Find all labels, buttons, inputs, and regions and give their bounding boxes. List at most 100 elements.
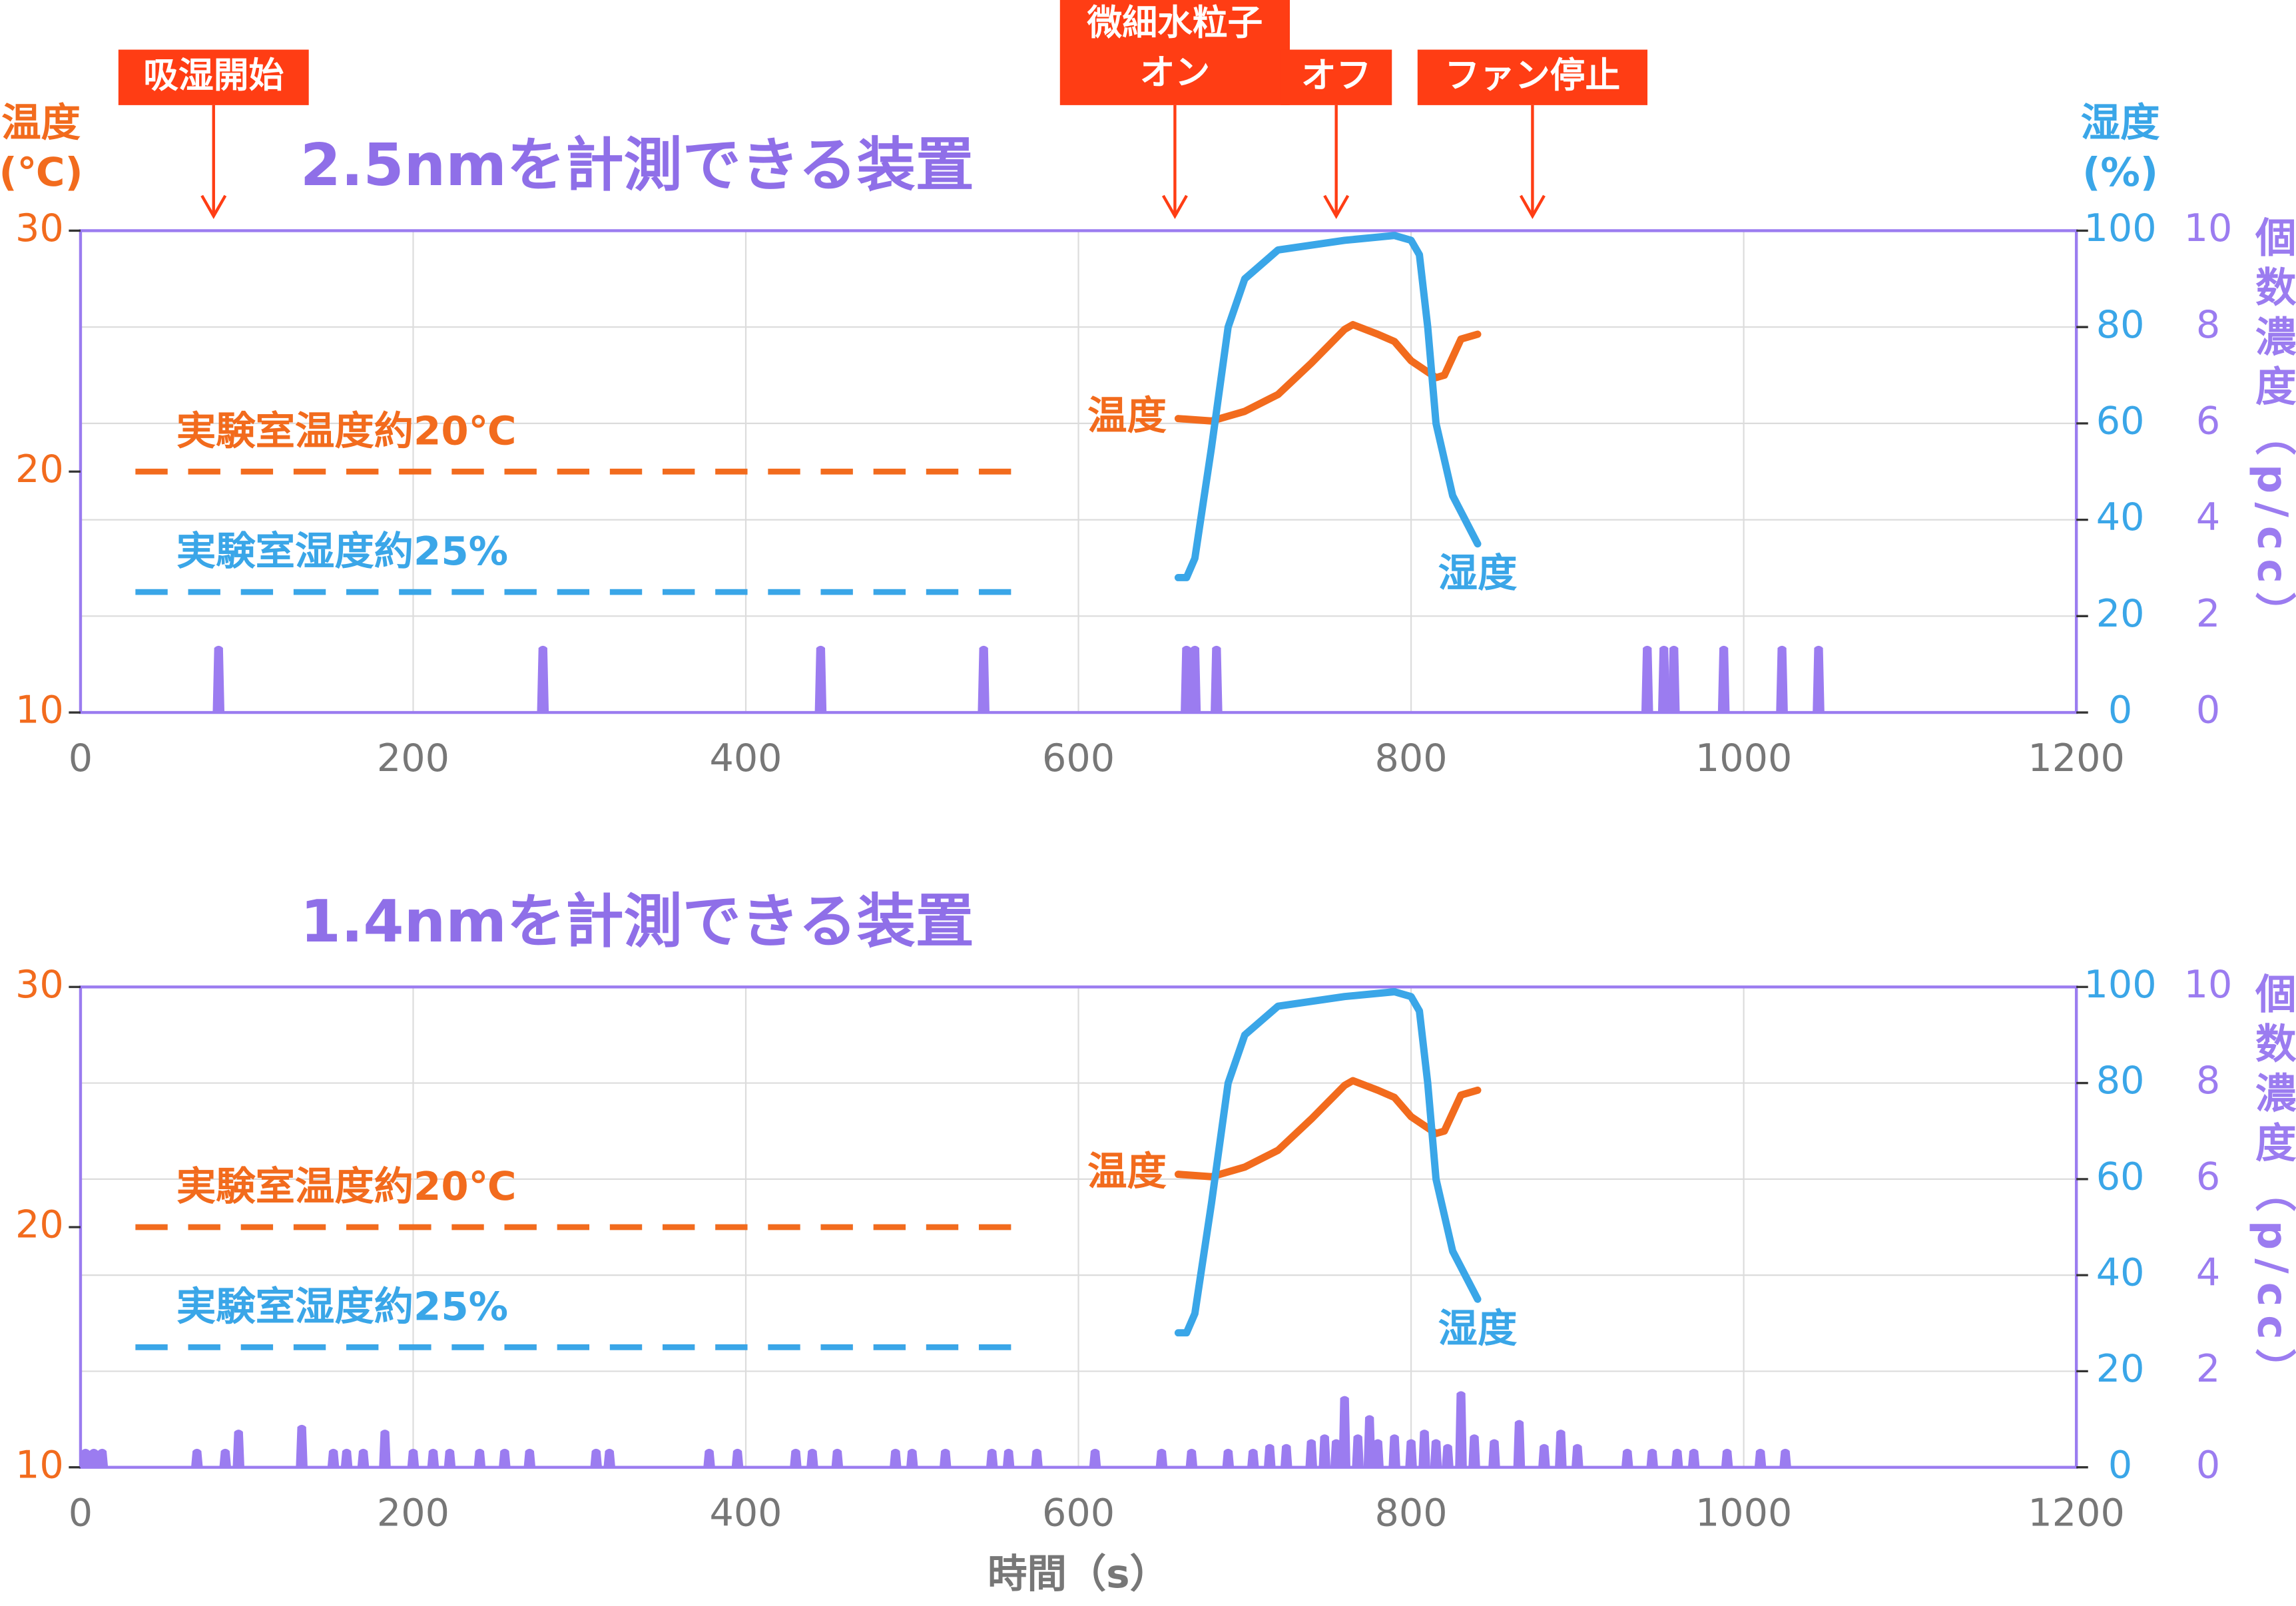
x-tick-label: 600 xyxy=(1042,736,1115,780)
particle-spike xyxy=(190,1448,203,1468)
particle-spike xyxy=(603,1448,616,1468)
y3-tick-label: 8 xyxy=(2196,303,2220,347)
y-axis-title: 温度 xyxy=(1,100,81,146)
x-tick-label: 1000 xyxy=(1695,1491,1792,1535)
x-tick-label: 800 xyxy=(1375,736,1448,780)
particle-spike xyxy=(1641,645,1653,713)
y3-tick-label: 10 xyxy=(2184,963,2233,1007)
particle-spike xyxy=(1555,1430,1567,1468)
y-tick-label: 20 xyxy=(15,447,64,491)
particle-spike xyxy=(986,1448,998,1468)
particle-spike xyxy=(806,1448,818,1468)
x-axis-title: 時間（s） xyxy=(988,1551,1169,1597)
particle-spike xyxy=(296,1424,308,1468)
y-tick-label: 30 xyxy=(15,206,64,250)
event-label: オン xyxy=(1140,53,1211,93)
particle-spike xyxy=(1468,1434,1480,1468)
y3-tick-label: 4 xyxy=(2196,1251,2220,1295)
particle-spike xyxy=(523,1448,536,1468)
y3-axis-title: 個数濃度（p/cc） xyxy=(2248,216,2296,642)
particle-spike xyxy=(906,1448,918,1468)
y2-tick-label: 60 xyxy=(2096,400,2145,443)
particle-spike xyxy=(1247,1448,1259,1468)
particle-spike xyxy=(1263,1444,1276,1468)
x-tick-label: 0 xyxy=(69,736,93,780)
particle-spike xyxy=(1280,1444,1292,1468)
event-box xyxy=(1281,49,1392,105)
particle-spike xyxy=(1646,1448,1659,1468)
x-tick-label: 200 xyxy=(377,736,449,780)
particle-spike xyxy=(1671,1448,1683,1468)
reference-label: 実験室温度約20℃ xyxy=(176,407,517,453)
particle-spike xyxy=(212,645,225,713)
particle-spike xyxy=(1002,1448,1015,1468)
particle-spike xyxy=(814,645,827,713)
particle-spike xyxy=(1031,1448,1043,1468)
particle-spike xyxy=(1388,1434,1400,1468)
y3-tick-label: 0 xyxy=(2196,1443,2220,1487)
particle-spike xyxy=(232,1430,245,1468)
y2-tick-label: 40 xyxy=(2096,495,2145,539)
particle-spike xyxy=(590,1448,603,1468)
event-box xyxy=(1059,0,1291,105)
particle-spike xyxy=(731,1448,744,1468)
particle-spike xyxy=(1418,1430,1430,1468)
x-tick-label: 400 xyxy=(709,1491,782,1535)
particle-spike xyxy=(1754,1448,1767,1468)
particle-spike xyxy=(1621,1448,1633,1468)
particle-spike xyxy=(1717,645,1730,713)
y2-axis-title: 湿度 xyxy=(2081,100,2160,146)
y2-axis-title: (%) xyxy=(2082,149,2158,195)
event-label: オフ xyxy=(1301,55,1372,96)
event-box xyxy=(118,49,309,105)
particle-spike xyxy=(1442,1444,1454,1468)
particle-spike xyxy=(978,645,990,713)
x-tick-label: 800 xyxy=(1375,1491,1448,1535)
particle-spike xyxy=(790,1448,802,1468)
event-arrowhead xyxy=(1323,194,1350,219)
event-label: 吸湿開始 xyxy=(143,55,284,96)
y2-tick-label: 80 xyxy=(2096,1059,2145,1103)
y3-tick-label: 2 xyxy=(2196,592,2220,636)
series-line xyxy=(1174,988,1482,1337)
particle-spike xyxy=(1513,1420,1526,1468)
particle-spike xyxy=(1721,1448,1733,1468)
y2-tick-label: 80 xyxy=(2096,303,2145,347)
y2-tick-label: 20 xyxy=(2096,592,2145,636)
particle-spike xyxy=(1430,1439,1442,1468)
y2-tick-label: 60 xyxy=(2096,1155,2145,1199)
y-axis-title: (℃) xyxy=(0,149,83,195)
particle-spike xyxy=(1538,1444,1550,1468)
y-tick-label: 10 xyxy=(15,688,64,732)
particle-spike xyxy=(1089,1448,1101,1468)
x-tick-label: 400 xyxy=(709,736,782,780)
y-tick-label: 20 xyxy=(15,1203,64,1247)
particle-spike xyxy=(1305,1439,1318,1468)
particle-spike xyxy=(1363,1415,1376,1468)
particle-spike xyxy=(537,645,549,713)
particle-spike xyxy=(1222,1448,1235,1468)
series-line xyxy=(1174,1077,1482,1181)
particle-spike xyxy=(1318,1434,1331,1468)
y3-tick-label: 6 xyxy=(2196,400,2220,443)
particle-spike xyxy=(1185,1448,1198,1468)
particle-spike xyxy=(499,1448,511,1468)
y3-tick-label: 10 xyxy=(2184,206,2233,250)
y2-tick-label: 100 xyxy=(2084,206,2157,250)
particle-spike xyxy=(219,1448,232,1468)
particle-spike xyxy=(1155,1448,1168,1468)
chart-title: 1.4nmを計測できる装置 xyxy=(300,887,974,955)
x-tick-label: 0 xyxy=(69,1491,93,1535)
event-label: 微細水粒子 xyxy=(1087,3,1263,43)
particle-spike xyxy=(831,1448,844,1468)
y3-tick-label: 2 xyxy=(2196,1347,2220,1391)
event-label: ファン停止 xyxy=(1445,55,1621,96)
particle-spike xyxy=(1338,1396,1350,1468)
series-label: 湿度 xyxy=(1438,1306,1518,1352)
particle-spike xyxy=(1352,1434,1364,1468)
reference-label: 実験室湿度約25% xyxy=(176,528,508,574)
event-arrowhead xyxy=(1161,194,1188,219)
y2-tick-label: 0 xyxy=(2108,688,2132,732)
